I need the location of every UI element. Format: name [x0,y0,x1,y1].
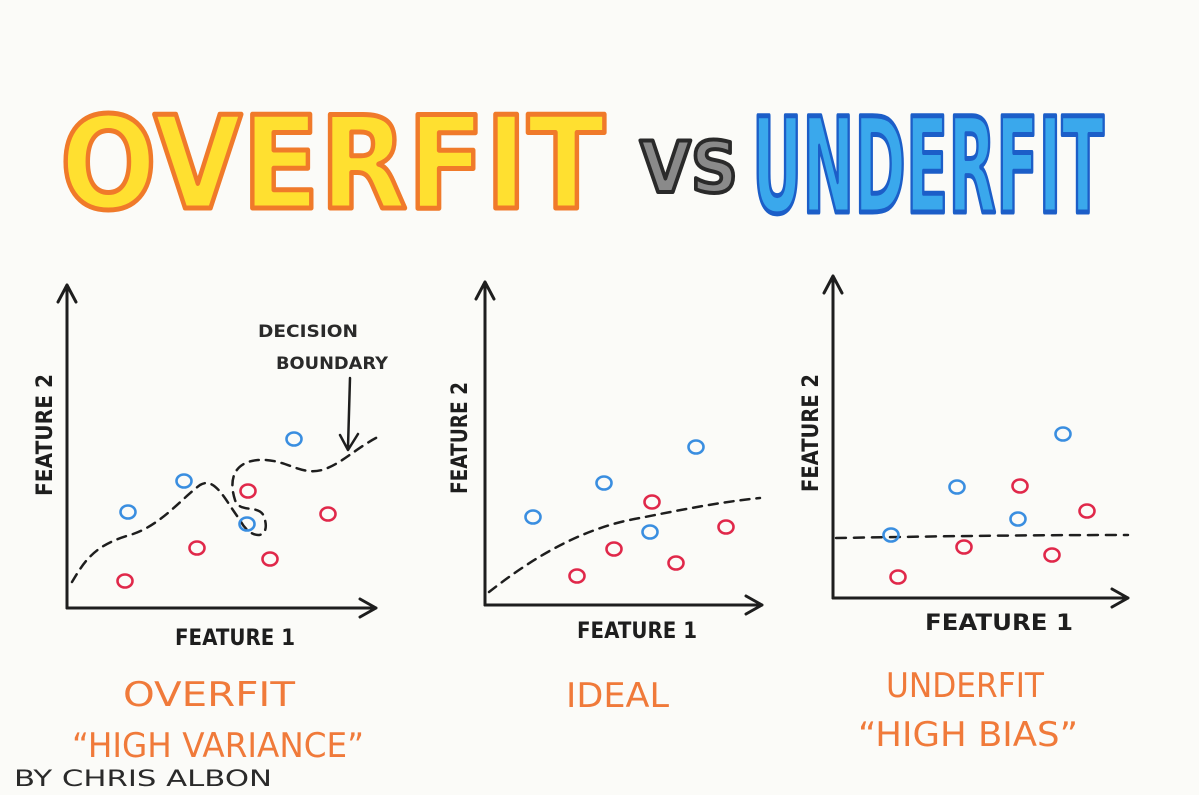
red-point [955,539,973,555]
points-ideal [524,439,735,584]
red-point [568,568,586,584]
blue-point [687,439,705,455]
panel-ideal [474,280,764,616]
points-underfit [882,426,1096,585]
blue-point [524,509,542,525]
panel-overfit [56,283,384,619]
red-point [717,519,735,535]
red-point [1078,503,1096,519]
red-point [319,506,337,522]
blue-point [175,473,193,489]
y-axis-label: FEATURE 2 [33,374,58,496]
red-point [239,483,257,499]
annotation-decision: DECISION [258,322,358,342]
blue-point [948,479,966,495]
title-underfit: UNDERFIT [752,90,1104,244]
red-point [667,555,685,571]
red-point [889,569,907,585]
red-point [643,494,661,510]
title: OVERFIT VS UNDERFIT [58,88,1107,247]
decision-boundary [834,533,1130,540]
blue-point [1054,426,1072,442]
author-credit: BY CHRIS ALBON [14,767,272,792]
panel-underfit [822,274,1130,609]
blue-point [882,527,900,543]
red-point [1043,547,1061,563]
blue-point [595,475,613,491]
red-point [116,573,134,589]
caption-underfit: UNDERFIT [886,666,1044,706]
caption-ideal: IDEAL [566,676,669,716]
blue-point [285,431,303,447]
annotation-arrow [338,376,360,452]
y-axis-arrow [474,280,496,607]
x-axis-arrow [65,597,378,619]
y-axis-arrow [56,283,78,610]
title-overfit: OVERFIT [60,90,605,239]
x-axis-label: FEATURE 1 [925,611,1073,636]
decision-boundary [487,496,762,594]
caption-overfit: OVERFIT [123,675,295,715]
caption-underfit-subtitle: “HIGH BIAS” [858,715,1078,755]
x-axis-label: FEATURE 1 [175,626,295,651]
x-axis-arrow [831,587,1130,609]
points-overfit [116,431,337,589]
blue-point [641,524,659,540]
annotation-boundary: BOUNDARY [276,354,389,374]
red-point [605,541,623,557]
y-axis-label: FEATURE 2 [448,382,473,494]
y-axis-label: FEATURE 2 [799,374,824,492]
blue-point [238,516,256,532]
decision-boundary [70,433,384,584]
y-axis-arrow [822,274,844,600]
red-point [261,551,279,567]
caption-overfit-subtitle: “HIGH VARIANCE” [72,726,364,766]
blue-point [119,504,137,520]
x-axis-arrow [483,594,764,616]
red-point [1011,478,1029,494]
blue-point [1009,511,1027,527]
x-axis-label: FEATURE 1 [577,619,697,644]
title-vs: VS [640,127,738,209]
red-point [188,540,206,556]
